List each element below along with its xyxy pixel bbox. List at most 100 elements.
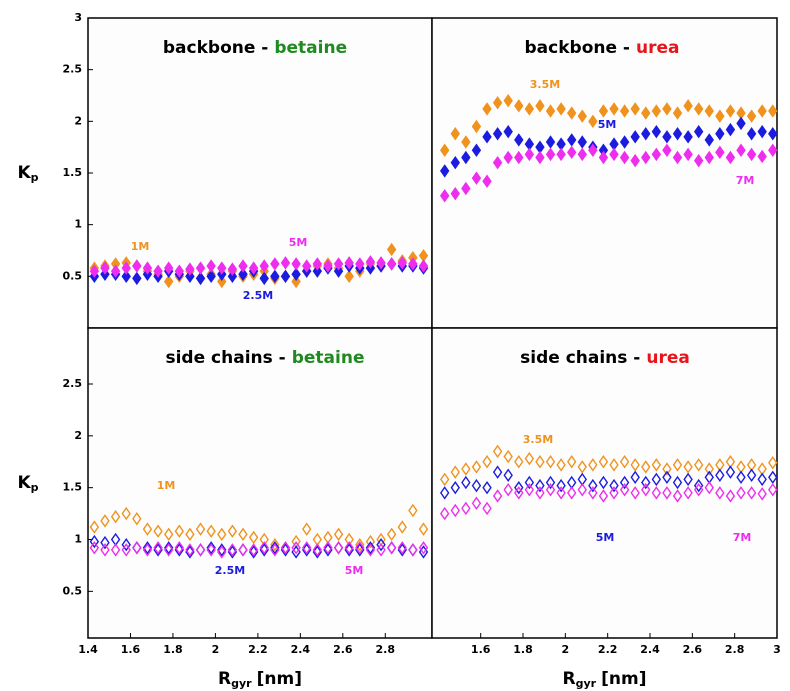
marker xyxy=(503,468,513,482)
marker xyxy=(514,486,524,500)
marker xyxy=(121,269,131,284)
marker xyxy=(132,259,142,273)
marker xyxy=(418,259,429,273)
marker xyxy=(662,470,672,485)
marker xyxy=(651,486,662,500)
marker xyxy=(746,486,757,500)
marker xyxy=(736,143,746,157)
marker xyxy=(291,541,301,555)
marker xyxy=(672,458,683,472)
marker xyxy=(683,130,693,144)
marker xyxy=(312,545,323,559)
marker xyxy=(683,472,693,487)
marker xyxy=(439,164,450,178)
title-text: backbone - xyxy=(163,38,268,58)
marker xyxy=(259,543,269,557)
series-label: 5M xyxy=(345,564,364,577)
y-axis-label: Kp xyxy=(17,473,38,494)
marker xyxy=(270,541,280,555)
marker xyxy=(482,501,492,516)
x-tick-label: 2.2 xyxy=(598,643,618,656)
marker xyxy=(163,543,174,557)
marker xyxy=(227,524,238,538)
marker xyxy=(302,541,312,555)
marker xyxy=(471,119,482,134)
title-highlight: urea xyxy=(636,38,680,58)
marker xyxy=(217,261,227,275)
marker xyxy=(641,127,651,141)
marker xyxy=(524,102,535,116)
marker xyxy=(185,527,195,542)
marker xyxy=(355,257,365,271)
marker xyxy=(259,541,269,555)
title-highlight: betaine xyxy=(292,348,365,368)
marker xyxy=(461,181,471,196)
marker xyxy=(736,470,746,485)
marker xyxy=(365,255,376,269)
marker xyxy=(100,543,110,557)
marker xyxy=(492,465,503,479)
marker xyxy=(715,486,725,500)
marker xyxy=(683,460,693,474)
y-tick-label: 1.5 xyxy=(63,481,83,494)
x-tick-label: 2 xyxy=(562,643,570,656)
marker xyxy=(768,127,778,141)
marker xyxy=(461,501,471,516)
marker xyxy=(619,135,630,149)
marker xyxy=(397,520,407,534)
marker xyxy=(386,242,397,257)
marker xyxy=(206,524,216,538)
marker xyxy=(312,543,323,557)
marker xyxy=(609,458,619,472)
marker xyxy=(142,541,153,555)
marker xyxy=(651,147,662,162)
marker xyxy=(482,174,492,188)
marker xyxy=(89,520,100,534)
marker xyxy=(619,455,630,469)
marker xyxy=(630,102,640,116)
marker xyxy=(195,543,206,557)
marker xyxy=(259,271,269,286)
marker xyxy=(566,106,577,120)
marker xyxy=(291,274,301,289)
marker xyxy=(577,460,587,474)
marker xyxy=(153,541,163,555)
marker xyxy=(333,257,344,271)
x-tick-label: 1.4 xyxy=(78,643,98,656)
marker xyxy=(471,478,482,493)
marker xyxy=(323,259,333,273)
marker xyxy=(121,261,131,275)
marker xyxy=(185,545,195,559)
x-label-unit: [nm] xyxy=(257,669,302,689)
plot-frame xyxy=(431,17,778,329)
marker xyxy=(736,486,746,500)
marker xyxy=(323,543,333,557)
marker xyxy=(566,486,577,500)
series-label: 1M xyxy=(131,240,150,253)
marker xyxy=(153,543,163,557)
marker xyxy=(672,106,683,120)
marker xyxy=(142,543,153,557)
marker xyxy=(110,543,121,557)
x-tick-label: 1.8 xyxy=(163,643,183,656)
marker xyxy=(577,147,587,162)
marker xyxy=(598,475,609,490)
marker xyxy=(408,543,418,557)
marker xyxy=(545,104,556,118)
marker xyxy=(535,455,545,469)
marker xyxy=(163,527,174,542)
y-label-sub: p xyxy=(31,481,39,494)
marker xyxy=(376,256,386,270)
marker xyxy=(535,150,545,165)
marker xyxy=(110,509,121,524)
marker xyxy=(693,124,704,139)
marker xyxy=(323,541,333,555)
y-label-main: K xyxy=(17,163,31,183)
y-tick-label: 0.5 xyxy=(63,584,83,597)
marker xyxy=(619,104,630,118)
y-label-main: K xyxy=(17,473,31,493)
marker xyxy=(132,271,142,286)
marker xyxy=(683,486,693,500)
marker xyxy=(503,449,513,464)
marker xyxy=(535,486,545,500)
